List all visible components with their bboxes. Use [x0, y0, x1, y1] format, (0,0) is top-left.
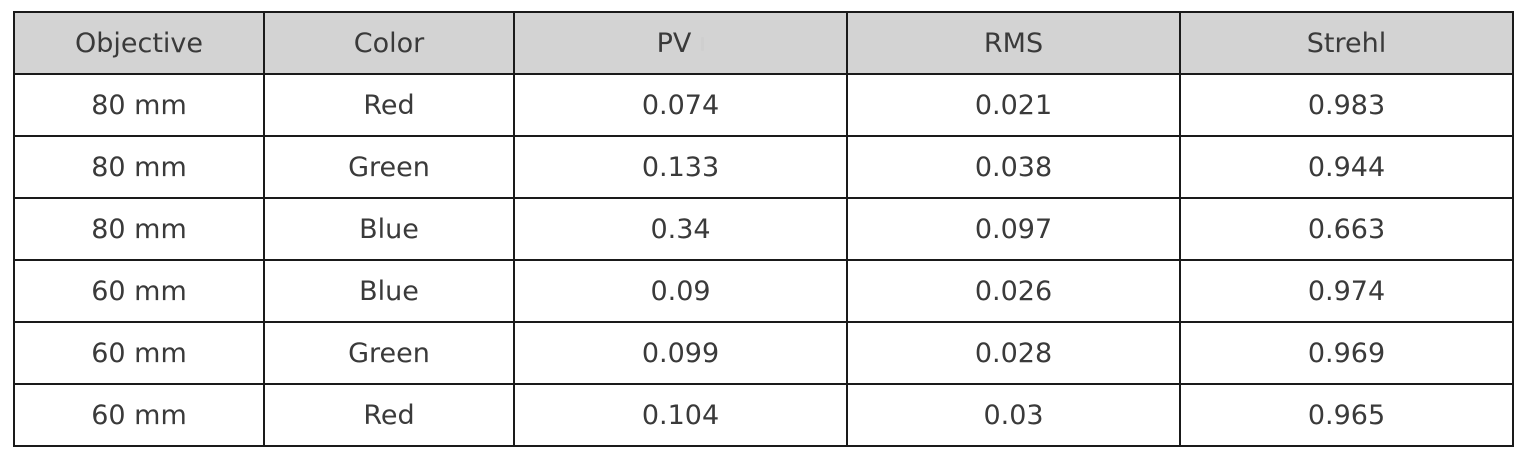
column-header-pv: PV	[513, 11, 848, 75]
cell-pv: 0.09	[513, 259, 848, 323]
cell-objective: 60 mm	[13, 383, 265, 447]
cell-strehl: 0.983	[1179, 73, 1514, 137]
cell-strehl: 0.974	[1179, 259, 1514, 323]
cell-strehl: 0.965	[1179, 383, 1514, 447]
cell-pv: 0.133	[513, 135, 848, 199]
cell-objective: 60 mm	[13, 259, 265, 323]
cell-strehl: 0.969	[1179, 321, 1514, 385]
table-row: 80 mm Red 0.074 0.021 0.983	[13, 73, 1514, 137]
table-row: 60 mm Blue 0.09 0.026 0.974	[13, 259, 1514, 323]
cell-rms: 0.03	[846, 383, 1181, 447]
cell-color: Blue	[263, 197, 515, 261]
column-header-objective: Objective	[13, 11, 265, 75]
table-row: 80 mm Green 0.133 0.038 0.944	[13, 135, 1514, 199]
cell-objective: 80 mm	[13, 135, 265, 199]
cell-pv: 0.074	[513, 73, 848, 137]
column-header-pv-label: PV	[656, 27, 692, 59]
cell-color: Green	[263, 135, 515, 199]
cell-color: Red	[263, 383, 515, 447]
cell-pv: 0.34	[513, 197, 848, 261]
cell-strehl: 0.944	[1179, 135, 1514, 199]
table-header-row: Objective Color PV RMS Strehl	[13, 11, 1514, 75]
table-row: 60 mm Green 0.099 0.028 0.969	[13, 321, 1514, 385]
cell-objective: 60 mm	[13, 321, 265, 385]
cell-objective: 80 mm	[13, 73, 265, 137]
cell-pv: 0.099	[513, 321, 848, 385]
data-table: Objective Color PV RMS Strehl 80 mm Red …	[13, 11, 1514, 447]
cell-color: Green	[263, 321, 515, 385]
cell-rms: 0.097	[846, 197, 1181, 261]
cell-rms: 0.021	[846, 73, 1181, 137]
column-header-strehl: Strehl	[1179, 11, 1514, 75]
cell-color: Red	[263, 73, 515, 137]
resize-handle-icon	[701, 37, 705, 51]
data-table-container: Objective Color PV RMS Strehl 80 mm Red …	[13, 11, 1514, 447]
table-row: 60 mm Red 0.104 0.03 0.965	[13, 383, 1514, 447]
table-row: 80 mm Blue 0.34 0.097 0.663	[13, 197, 1514, 261]
cell-rms: 0.038	[846, 135, 1181, 199]
cell-color: Blue	[263, 259, 515, 323]
column-header-color: Color	[263, 11, 515, 75]
cell-strehl: 0.663	[1179, 197, 1514, 261]
cell-rms: 0.026	[846, 259, 1181, 323]
column-header-rms: RMS	[846, 11, 1181, 75]
cell-pv: 0.104	[513, 383, 848, 447]
cell-rms: 0.028	[846, 321, 1181, 385]
cell-objective: 80 mm	[13, 197, 265, 261]
